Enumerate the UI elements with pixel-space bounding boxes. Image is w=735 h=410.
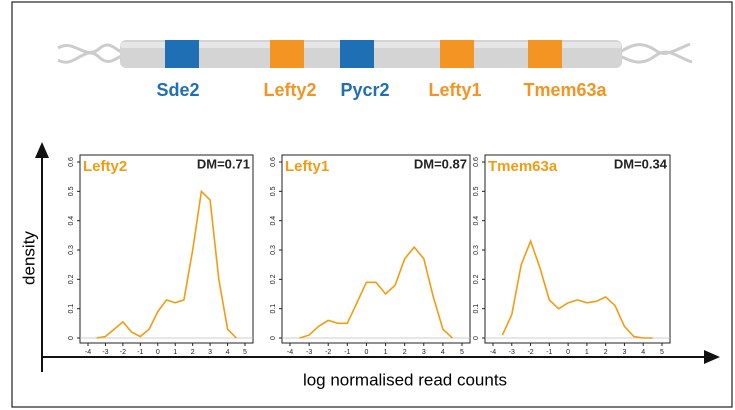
gene-block bbox=[528, 40, 562, 68]
x-tick-label: 3 bbox=[622, 349, 626, 356]
x-tick-label: -3 bbox=[306, 349, 312, 356]
x-tick-label: 4 bbox=[441, 349, 445, 356]
x-tick-label: 2 bbox=[191, 349, 195, 356]
y-axis-label: density bbox=[19, 231, 38, 285]
y-tick-label: 0.3 bbox=[270, 245, 277, 255]
x-tick-label: -4 bbox=[85, 349, 91, 356]
gene-label: Tmem63a bbox=[523, 80, 607, 100]
x-tick-label: 1 bbox=[585, 349, 589, 356]
y-tick-label: 0.1 bbox=[473, 304, 480, 314]
x-tick-label: 0 bbox=[566, 349, 570, 356]
y-tick-label: 0 bbox=[270, 336, 277, 340]
x-tick-label: -2 bbox=[325, 349, 331, 356]
x-arrowhead bbox=[704, 350, 720, 364]
gene-block bbox=[270, 40, 304, 68]
y-tick-label: 0.3 bbox=[68, 245, 75, 255]
density-line bbox=[300, 247, 453, 338]
x-tick-label: -4 bbox=[490, 349, 496, 356]
density-line bbox=[502, 241, 652, 338]
y-tick-label: 0 bbox=[473, 336, 480, 340]
y-tick-label: 0.4 bbox=[68, 216, 75, 226]
x-tick-label: 4 bbox=[226, 349, 230, 356]
chromosome bbox=[58, 40, 692, 68]
gene-label: Lefty1 bbox=[428, 80, 481, 100]
y-tick-label: 0.1 bbox=[68, 304, 75, 314]
x-tick-label: -2 bbox=[527, 349, 533, 356]
dm-annotation: DM=0.34 bbox=[614, 156, 668, 171]
gene-label: Pycr2 bbox=[340, 80, 389, 100]
x-tick-label: 3 bbox=[208, 349, 212, 356]
x-tick-label: 5 bbox=[460, 349, 464, 356]
dm-annotation: DM=0.87 bbox=[414, 156, 467, 171]
y-arrowhead bbox=[35, 142, 49, 158]
panel-box bbox=[80, 155, 253, 343]
panel-title: Lefty1 bbox=[285, 158, 329, 175]
y-tick-label: 0 bbox=[68, 336, 75, 340]
y-tick-label: 0.6 bbox=[270, 157, 277, 167]
panel-title: Lefty2 bbox=[83, 158, 127, 175]
x-tick-label: 0 bbox=[156, 349, 160, 356]
y-tick-label: 0.1 bbox=[270, 304, 277, 314]
x-tick-label: 2 bbox=[604, 349, 608, 356]
x-tick-label: 4 bbox=[641, 349, 645, 356]
panel-title: Tmem63a bbox=[488, 158, 558, 175]
y-tick-label: 0.6 bbox=[473, 157, 480, 167]
y-tick-label: 0.3 bbox=[473, 245, 480, 255]
x-tick-label: -1 bbox=[137, 349, 143, 356]
figure: density log normalised read counts Sde2 L… bbox=[0, 0, 735, 410]
x-tick-label: 5 bbox=[660, 349, 664, 356]
x-tick-label: 1 bbox=[173, 349, 177, 356]
x-tick-label: -1 bbox=[546, 349, 552, 356]
x-tick-label: 5 bbox=[243, 349, 247, 356]
y-tick-label: 0.2 bbox=[270, 274, 277, 284]
y-tick-label: 0.4 bbox=[270, 216, 277, 226]
y-tick-label: 0.6 bbox=[68, 157, 75, 167]
x-tick-label: -3 bbox=[102, 349, 108, 356]
gene-label: Sde2 bbox=[156, 80, 199, 100]
gene-block bbox=[340, 40, 374, 68]
dm-annotation: DM=0.71 bbox=[197, 156, 250, 171]
panel-box bbox=[485, 155, 670, 343]
gene-block bbox=[165, 40, 199, 68]
x-tick-label: 2 bbox=[403, 349, 407, 356]
panel-box bbox=[282, 155, 470, 343]
x-tick-label: -2 bbox=[120, 349, 126, 356]
x-axis-label: log normalised read counts bbox=[303, 370, 507, 389]
y-tick-label: 0.5 bbox=[270, 186, 277, 196]
x-tick-label: 1 bbox=[384, 349, 388, 356]
y-tick-label: 0.5 bbox=[68, 186, 75, 196]
x-tick-label: -4 bbox=[287, 349, 293, 356]
y-tick-label: 0.2 bbox=[473, 274, 480, 284]
y-tick-label: 0.4 bbox=[473, 216, 480, 226]
x-tick-label: -3 bbox=[509, 349, 515, 356]
x-tick-label: -1 bbox=[344, 349, 350, 356]
gene-label: Lefty2 bbox=[263, 80, 316, 100]
gene-block bbox=[440, 40, 474, 68]
x-tick-label: 0 bbox=[364, 349, 368, 356]
y-tick-label: 0.5 bbox=[473, 186, 480, 196]
x-tick-label: 3 bbox=[422, 349, 426, 356]
y-tick-label: 0.2 bbox=[68, 274, 75, 284]
density-line bbox=[97, 191, 237, 338]
